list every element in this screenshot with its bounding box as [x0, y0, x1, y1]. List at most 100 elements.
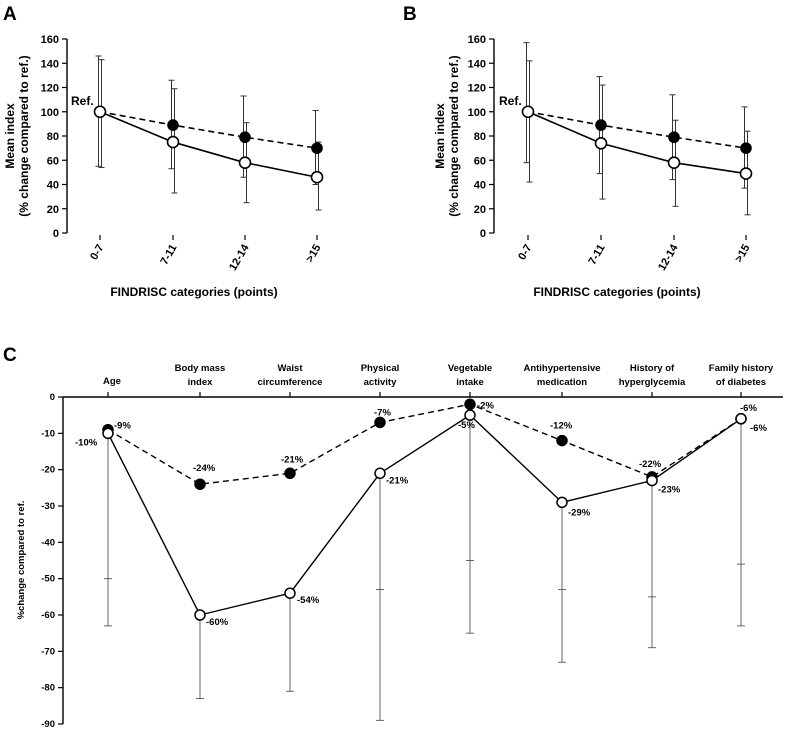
panel-b-point-filled: [668, 131, 680, 144]
panel-a-point-open: [310, 170, 324, 184]
panel-a-point-open: [238, 156, 252, 169]
panel-c-point-filled: [374, 416, 386, 429]
panel-a-point-open: [93, 105, 107, 119]
panel-a-x-tick-label: 0-7: [88, 243, 106, 263]
panel-a-y-tick-label: 80: [47, 131, 59, 143]
panel-c-category-label: Vegetable: [448, 363, 492, 374]
panel-c-point-open: [646, 474, 658, 487]
panel-c-category-label: Family history: [709, 363, 774, 374]
panel-b-series-filled-line: [527, 110, 747, 149]
panel-c-point-open: [556, 496, 568, 509]
panel-b-y-title: Mean index: [433, 103, 447, 169]
panel-c-data-label-filled: -9%: [114, 421, 131, 432]
panel-c-series-open-line: [107, 414, 742, 616]
panel-a-x-tick-label: 7-11: [158, 243, 179, 268]
panel-a-point-open: [166, 135, 180, 149]
panel-c-category-label: of diabetes: [716, 377, 766, 388]
panel-b-x-tick-label: 12-14: [656, 242, 681, 273]
panel-c-data-label-open: -23%: [658, 485, 681, 496]
panel-b-point-filled: [740, 142, 752, 154]
panel-a-letter: A: [3, 4, 17, 25]
panel-c-point-filled: [464, 398, 476, 411]
panel-c-y-tick-label: -80: [41, 683, 55, 694]
panel-c-point-open: [464, 409, 476, 421]
panel-c-point-filled: [556, 434, 568, 447]
panel-b-y-tick-label: 100: [468, 107, 486, 119]
panel-c-category-label: medication: [537, 377, 587, 388]
panel-c-series-filled-line: [107, 403, 742, 485]
panel-b-x-title: FINDRISC categories (points): [533, 285, 700, 299]
panel-c-point-open: [374, 467, 386, 480]
panel-a-series-open-line: [99, 111, 318, 179]
panel-b-letter: B: [403, 4, 417, 25]
panel-c-point-open: [284, 587, 296, 599]
panel-b-y-title: (% change compared to ref.): [447, 55, 461, 216]
panel-c-data-label-filled: -2%: [477, 400, 494, 411]
panel-c-category-label: History of: [630, 363, 675, 374]
panel-b-y-tick-label: 120: [468, 83, 486, 95]
panel-b-point-filled: [595, 119, 607, 131]
panel-c-category-label: Age: [103, 376, 121, 387]
panel-c-data-label-open: -54%: [297, 595, 320, 606]
panel-b-point-open: [521, 105, 535, 119]
panel-c-y-tick-label: -40: [41, 537, 55, 548]
panel-c-category-label: circumference: [258, 377, 323, 388]
panel-a-y-title: (% change compared to ref.): [17, 55, 31, 216]
panel-a-y-tick-label: 140: [41, 58, 59, 70]
panel-c-y-tick-label: -90: [41, 719, 55, 730]
panel-c-category-label: intake: [456, 377, 483, 388]
panel-a-x-tick-label: >15: [304, 243, 324, 265]
panel-b-y-tick-label: 160: [468, 34, 486, 46]
panel-c-point-open: [102, 427, 114, 440]
panel-c-data-label-filled: -6%: [740, 403, 757, 414]
panel-c-data-label-filled: -21%: [281, 454, 304, 465]
panel-b-x-tick-label: 0-7: [516, 243, 534, 263]
panel-c-y-tick-label: 0: [50, 392, 55, 403]
panel-c-category-label: Body mass: [175, 363, 226, 374]
panel-a-y-tick-label: 100: [41, 107, 59, 119]
panel-c-y-tick-label: -70: [41, 646, 55, 657]
panel-a-y-tick-label: 120: [41, 83, 59, 95]
panel-b-point-open: [594, 136, 608, 150]
panel-c-data-label-open: -5%: [458, 420, 475, 431]
panel-c-data-label-filled: -22%: [639, 459, 662, 470]
panel-b-y-tick-label: 40: [474, 180, 486, 192]
panel-b-y-tick-label: 20: [474, 204, 486, 216]
panel-c-data-label-open: -6%: [750, 423, 767, 434]
panel-a-y-tick-label: 60: [47, 155, 59, 167]
panel-b-x-tick-label: >15: [733, 243, 753, 265]
panel-a-y-tick-label: 20: [47, 204, 59, 216]
panel-a-point-filled: [311, 142, 323, 154]
panel-c-y-title: %change compared to ref.: [16, 501, 27, 620]
panel-c-point-open: [194, 609, 206, 621]
panel-a-point-filled: [167, 119, 179, 131]
panel-a-x-title: FINDRISC categories (points): [110, 285, 277, 299]
panel-c-y-tick-label: -10: [41, 428, 55, 439]
panel-b-series-open-line: [527, 111, 747, 175]
panel-a-y-tick-label: 0: [53, 228, 59, 240]
panel-b-y-tick-label: 140: [468, 58, 486, 70]
panel-c-point-filled: [194, 478, 206, 490]
panel-c-y-tick-label: -50: [41, 574, 55, 585]
panel-c-data-label-filled: -12%: [550, 421, 573, 432]
panel-c-category-label: Antihypertensive: [523, 363, 600, 374]
panel-c-y-tick-label: -30: [41, 501, 55, 512]
panel-b-x-tick-label: 7-11: [586, 243, 607, 268]
panel-a-y-tick-label: 160: [41, 34, 59, 46]
panel-c-data-label-open: -29%: [568, 507, 591, 518]
panel-c-letter: C: [3, 345, 17, 366]
panel-c-y-tick-label: -20: [41, 465, 55, 476]
panel-a-point-filled: [239, 131, 251, 144]
panel-c-data-label-open: -10%: [75, 437, 98, 448]
panel-c-data-label-filled: -7%: [374, 407, 391, 418]
panel-c-data-label-filled: -24%: [193, 463, 216, 474]
panel-a-y-tick-label: 40: [47, 180, 59, 192]
panel-c-point-open: [735, 413, 747, 425]
panel-a-y-title: Mean index: [3, 103, 17, 169]
panel-c-category-label: hyperglycemia: [619, 377, 686, 388]
panel-b-y-tick-label: 0: [480, 228, 486, 240]
panel-c-category-label: index: [188, 377, 214, 388]
panel-c-data-label-open: -60%: [206, 617, 229, 628]
panel-b-y-tick-label: 60: [474, 155, 486, 167]
